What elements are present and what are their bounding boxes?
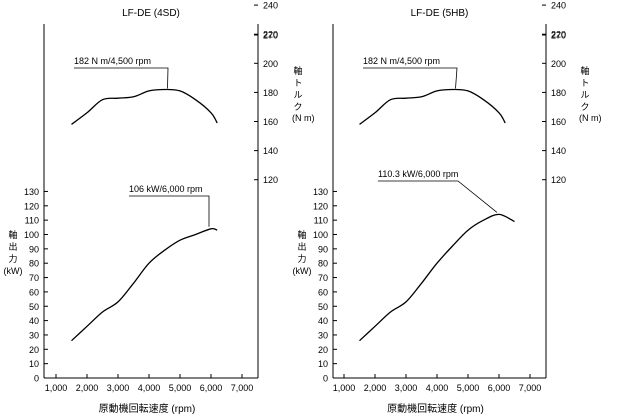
torque-annotation-label: 182 N m/4,500 rpm — [74, 56, 151, 66]
left-tick-label: 120 — [24, 201, 39, 211]
left-axis-unit: (kW) — [293, 266, 312, 276]
torque-leader-line — [74, 67, 169, 89]
right-tick-label: 120 — [263, 175, 278, 185]
right-tick-label: 240 — [551, 1, 566, 11]
right-axis-label-char: 軸 — [580, 65, 589, 76]
left-tick-label: 40 — [29, 316, 39, 326]
left-tick-label: 110 — [25, 216, 39, 226]
left-tick-label: 0 — [34, 374, 39, 384]
x-tick-label: 5,000 — [169, 383, 192, 393]
left-axis-label-char: 軸 — [297, 229, 306, 240]
left-tick-label: 10 — [29, 359, 39, 369]
right-tick-label: 220 — [551, 30, 566, 40]
right-tick-label: 240 — [263, 1, 278, 11]
right-axis-label-char: ク — [580, 102, 589, 112]
right-axis-label-char: ル — [293, 90, 302, 100]
right-tick-label: 120 — [551, 175, 566, 185]
x-tick-label: 1,000 — [45, 383, 68, 393]
chart-lf-de-4sd: LF-DE (4SD) 0 10 20 30 40 50 60 70 80 90 100 110 120 1… — [4, 1, 315, 415]
x-tick-label: 5,000 — [457, 383, 480, 393]
right-tick-label: 270 — [551, 31, 566, 41]
left-tick-label: 30 — [29, 330, 39, 340]
power-annotation-label: 106 kW/6,000 rpm — [129, 184, 203, 194]
left-tick-label: 130 — [313, 187, 328, 197]
left-tick-label: 50 — [29, 302, 39, 312]
left-axis-label-char: 力 — [8, 253, 17, 264]
right-axis-label-char: ト — [293, 78, 302, 88]
left-tick-label: 90 — [318, 244, 328, 254]
right-tick-label: 160 — [263, 117, 278, 127]
left-tick-label: 70 — [29, 273, 39, 283]
left-tick-label: 20 — [318, 345, 328, 355]
x-tick-label: 7,000 — [519, 383, 542, 393]
left-tick-label: 80 — [318, 259, 328, 269]
left-tick-label: 120 — [313, 201, 328, 211]
right-tick-label: 200 — [263, 59, 278, 69]
left-axis-label-char: 出 — [297, 241, 306, 252]
left-tick-label: 100 — [24, 230, 39, 240]
right-tick-label: 180 — [551, 88, 566, 98]
left-tick-label: 60 — [318, 287, 328, 297]
left-tick-label: 0 — [323, 374, 328, 384]
right-tick-label: 160 — [551, 117, 566, 127]
x-tick-label: 1,000 — [333, 383, 356, 393]
x-tick-label: 4,000 — [426, 383, 449, 393]
power-curve — [71, 227, 218, 342]
right-axis-label-char: 軸 — [293, 65, 302, 76]
x-axis-label: 原動機回転速度 (rpm) — [99, 402, 196, 415]
x-tick-label: 2,000 — [76, 383, 99, 393]
x-tick-label: 6,000 — [488, 383, 511, 393]
left-tick-label: 110 — [314, 216, 328, 226]
chart-title: LF-DE (4SD) — [122, 8, 180, 19]
left-tick-label: 100 — [313, 230, 328, 240]
right-axis-unit: (N m) — [292, 113, 315, 123]
left-tick-label: 70 — [318, 273, 328, 283]
x-tick-label: 3,000 — [107, 383, 130, 393]
power-annotation-label: 110.3 kW/6,000 rpm — [378, 169, 458, 179]
right-tick-label: 270 — [263, 31, 278, 41]
x-axis-label: 原動機回転速度 (rpm) — [387, 402, 484, 415]
right-axis-label-char: ク — [293, 102, 302, 112]
chart-lf-de-5hb: LF-DE (5HB) 0 10 20 30 40 50 60 70 80 90 100 110 120 1… — [293, 1, 602, 415]
left-tick-label: 130 — [24, 187, 39, 197]
right-axis-label-char: ト — [580, 78, 589, 88]
chart-title: LF-DE (5HB) — [411, 8, 469, 19]
power-leader-line — [378, 180, 498, 213]
x-tick-label: 3,000 — [395, 383, 418, 393]
left-axis-unit: (kW) — [4, 266, 23, 276]
left-axis-label-char: 力 — [297, 253, 306, 264]
left-tick-label: 50 — [318, 302, 328, 312]
left-tick-label: 30 — [318, 330, 328, 340]
right-tick-label: 140 — [551, 146, 566, 156]
left-tick-label: 80 — [29, 259, 39, 269]
right-tick-label: 180 — [263, 88, 278, 98]
right-axis-label-char: ル — [580, 90, 589, 100]
power-curve — [359, 213, 515, 342]
right-tick-label: 200 — [551, 59, 566, 69]
torque-curve — [359, 88, 506, 125]
x-tick-label: 7,000 — [231, 383, 254, 393]
torque-leader-line — [363, 67, 458, 89]
torque-curve — [71, 88, 218, 125]
x-tick-label: 6,000 — [200, 383, 223, 393]
left-axis-label-char: 軸 — [8, 229, 17, 240]
left-tick-label: 40 — [318, 316, 328, 326]
right-tick-label: 140 — [263, 146, 278, 156]
left-tick-label: 60 — [29, 287, 39, 297]
right-tick-label: 220 — [263, 30, 278, 40]
torque-annotation-label: 182 N m/4,500 rpm — [363, 56, 440, 66]
left-tick-label: 90 — [29, 244, 39, 254]
left-tick-label: 10 — [318, 359, 328, 369]
x-tick-label: 2,000 — [364, 383, 387, 393]
left-axis-label-char: 出 — [8, 241, 17, 252]
left-tick-label: 20 — [29, 345, 39, 355]
right-axis-unit: (N m) — [579, 113, 602, 123]
power-leader-line — [129, 195, 210, 227]
x-tick-label: 4,000 — [138, 383, 161, 393]
